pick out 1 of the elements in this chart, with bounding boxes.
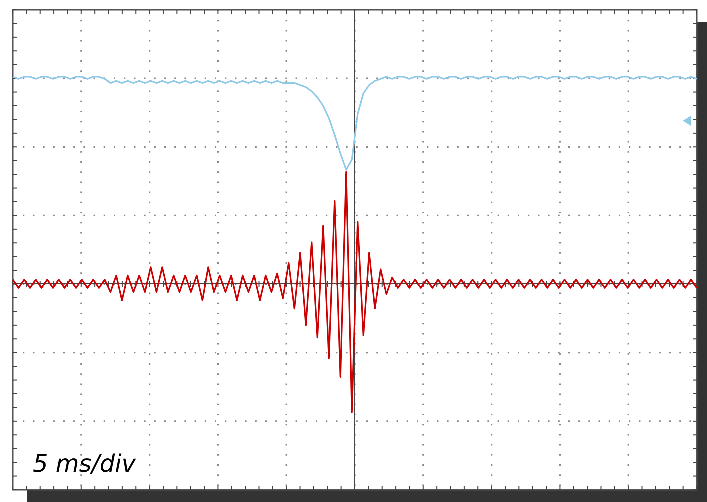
text: 5 ms/div: [33, 450, 137, 478]
